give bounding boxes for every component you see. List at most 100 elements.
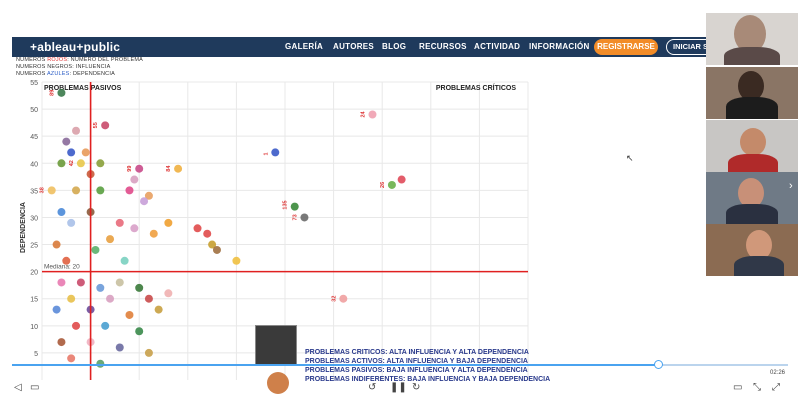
data-point (52, 240, 61, 249)
legend-thumbnail-image (255, 325, 297, 365)
y-tick-label: 45 (30, 134, 38, 141)
participant-video-1[interactable] (706, 13, 798, 65)
participant-video-2[interactable] (706, 67, 798, 119)
data-point (397, 175, 406, 184)
data-point (106, 294, 115, 303)
data-point (62, 256, 71, 265)
data-point (115, 218, 124, 227)
participant-video-3[interactable] (706, 120, 798, 172)
point-label: 42 (69, 160, 75, 166)
y-tick-label: 15 (30, 297, 38, 304)
data-point (67, 218, 76, 227)
nav-blog[interactable]: BLOG (382, 42, 407, 51)
y-tick-label: 30 (30, 215, 38, 222)
data-point (140, 197, 149, 206)
data-point (130, 175, 139, 184)
data-point (57, 88, 66, 97)
data-point (96, 159, 105, 168)
volume-icon[interactable]: ◁ (14, 382, 22, 393)
data-point (164, 218, 173, 227)
tableau-header: +ableau+public GALERÍA AUTORES BLOG RECU… (12, 37, 718, 57)
y-tick-label: 20 (30, 270, 38, 277)
y-tick-label: 25 (30, 243, 38, 250)
note-red-numbers: NUMEROS ROJOS: NUMERO DEL PROBLEMA (16, 57, 144, 63)
point-label: 24 (360, 110, 366, 117)
point-label: 84 (166, 165, 172, 172)
data-point (67, 354, 76, 363)
data-point (67, 148, 76, 157)
point-label: 38 (40, 187, 46, 193)
data-point (62, 137, 71, 146)
y-tick-label: 55 (30, 80, 38, 87)
legend-indiferentes: PROBLEMAS INDIFERENTES: BAJA INFLUENCIA … (305, 376, 551, 383)
data-point (212, 245, 221, 254)
nav-galeria[interactable]: GALERÍA (285, 42, 324, 51)
data-point (57, 208, 66, 217)
data-point (135, 164, 144, 173)
nav-actividad[interactable]: ACTIVIDAD (474, 42, 521, 51)
mouse-cursor-icon: ↖ (626, 153, 634, 163)
participant-video-5[interactable] (706, 224, 798, 276)
minimize-icon[interactable]: ⤡ (753, 382, 761, 393)
data-point (76, 278, 85, 287)
data-point (271, 148, 280, 157)
data-point (57, 278, 66, 287)
legend-pasivos: PROBLEMAS PASIVOS: BAJA INFLUENCIA Y ALT… (305, 367, 528, 374)
data-point (72, 186, 81, 195)
data-point (130, 224, 139, 233)
data-point (72, 321, 81, 330)
data-point (339, 294, 348, 303)
rewind-icon[interactable]: ↺ (368, 382, 377, 393)
data-point (135, 283, 144, 292)
data-point (106, 235, 115, 244)
data-point (91, 245, 100, 254)
median-label: Mediana: 20 (44, 264, 80, 271)
point-label: 73 (292, 214, 298, 220)
data-point (96, 186, 105, 195)
data-point (290, 202, 299, 211)
captions-icon[interactable]: ▭ (30, 382, 40, 393)
data-point (144, 294, 153, 303)
video-progress-handle[interactable] (654, 360, 663, 369)
scatter-chart: 5 10 15 20 25 30 35 40 45 50 55 DEPENDENCIA PROBLEMA… (20, 80, 529, 380)
data-point (125, 310, 134, 319)
data-point (368, 110, 377, 119)
data-point (300, 213, 309, 222)
y-tick-label: 10 (30, 324, 38, 331)
y-axis-label: DEPENDENCIA (20, 202, 27, 253)
data-point (115, 278, 124, 287)
data-point (81, 148, 90, 157)
data-point (144, 348, 153, 357)
nav-autores[interactable]: AUTORES (333, 42, 375, 51)
participant-video-4[interactable] (706, 172, 798, 224)
quadrant-label-criticos: PROBLEMAS CRÍTICOS (436, 83, 516, 92)
y-tick-label: 35 (30, 188, 38, 195)
data-point (57, 159, 66, 168)
y-tick-label: 40 (30, 161, 38, 168)
data-point (101, 321, 110, 330)
register-button[interactable]: REGISTRARSE (594, 39, 658, 55)
data-point (135, 327, 144, 336)
note-blue-numbers: NUMEROS AZULES: DEPENDENCIA (16, 71, 115, 77)
forward-icon[interactable]: ↻ (412, 382, 421, 393)
screen-icon[interactable]: ▭ (733, 382, 743, 393)
data-point (164, 289, 173, 298)
point-label: 135 (283, 200, 289, 209)
data-point (57, 338, 66, 347)
chevron-right-icon[interactable]: › (789, 180, 793, 192)
tableau-public-logo[interactable]: +ableau+public (30, 40, 121, 54)
nav-recursos[interactable]: RECURSOS (419, 42, 467, 51)
quadrant-label-pasivos: PROBLEMAS PASIVOS (44, 85, 122, 92)
data-point (47, 186, 56, 195)
point-label: 99 (127, 166, 133, 172)
data-point (120, 256, 129, 265)
data-point (174, 164, 183, 173)
y-tick-label: 50 (30, 107, 38, 114)
data-point (203, 229, 212, 238)
legend-activos: PROBLEMAS ACTIVOS: ALTA INFLUENCIA Y BAJ… (305, 358, 528, 365)
fullscreen-icon[interactable]: ⤢ (772, 382, 780, 393)
pause-icon[interactable]: ❚❚ (390, 382, 407, 393)
data-point (144, 191, 153, 200)
nav-informacion[interactable]: INFORMACIÓN (529, 42, 590, 51)
